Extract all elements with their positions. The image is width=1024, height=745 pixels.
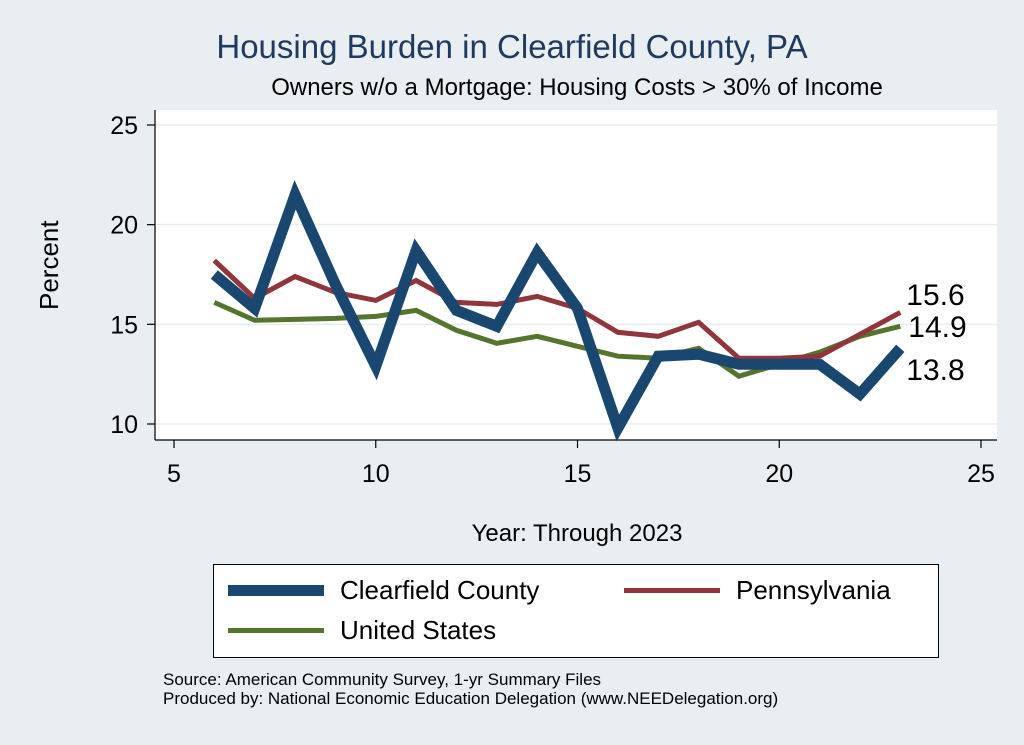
series-lines	[210, 180, 905, 442]
y-tick-label-15: 15	[110, 311, 138, 339]
source-note: Source: American Community Survey, 1-yr …	[163, 670, 778, 708]
end-label-clearfield-county: 13.8	[906, 354, 964, 387]
y-axis-label: Percent	[34, 220, 64, 310]
x-tick-label-25: 25	[967, 460, 995, 488]
plot-background	[155, 110, 997, 440]
series-line-clearfield-county	[210, 180, 905, 442]
legend-label-united-states: United States	[340, 615, 497, 645]
chart-subtitle: Owners w/o a Mortgage: Housing Costs > 3…	[271, 74, 883, 101]
axes: 10 15 20 25 5 10 15 20 25	[110, 110, 997, 488]
x-tick-label-15: 15	[564, 460, 592, 488]
end-label-united-states: 14.9	[908, 311, 966, 344]
y-tick-label-25: 25	[110, 112, 138, 140]
produced-by-line: Produced by: National Economic Education…	[163, 689, 779, 708]
gridlines	[155, 124, 997, 425]
plot-area: 10 15 20 25 5 10 15 20 25 13.8 15.614.9	[110, 110, 997, 488]
end-labels: 13.8 15.614.9	[906, 279, 966, 387]
legend-item-united-states: United States	[228, 615, 496, 646]
x-axis-label: Year: Through 2023	[471, 520, 683, 547]
legend: Clearfield County Pennsylvania United St…	[213, 564, 939, 658]
legend-item-pennsylvania: Pennsylvania	[624, 575, 891, 606]
legend-swatch-pennsylvania	[624, 588, 720, 593]
legend-item-clearfield: Clearfield County	[228, 575, 539, 606]
legend-swatch-united-states	[228, 628, 324, 633]
y-tick-label-20: 20	[110, 212, 138, 240]
x-tick-label-5: 5	[167, 460, 181, 488]
legend-label-pennsylvania: Pennsylvania	[736, 575, 891, 605]
x-tick-label-10: 10	[362, 460, 390, 488]
end-label-pennsylvania: 15.6	[906, 279, 964, 312]
legend-label-clearfield: Clearfield County	[340, 575, 540, 605]
source-line: Source: American Community Survey, 1-yr …	[163, 670, 602, 689]
x-tick-label-20: 20	[765, 460, 793, 488]
series-line-pennsylvania	[212, 258, 902, 361]
chart-title: Housing Burden in Clearfield County, PA	[216, 28, 808, 65]
legend-swatch-clearfield	[228, 585, 324, 596]
y-tick-label-10: 10	[110, 411, 138, 439]
